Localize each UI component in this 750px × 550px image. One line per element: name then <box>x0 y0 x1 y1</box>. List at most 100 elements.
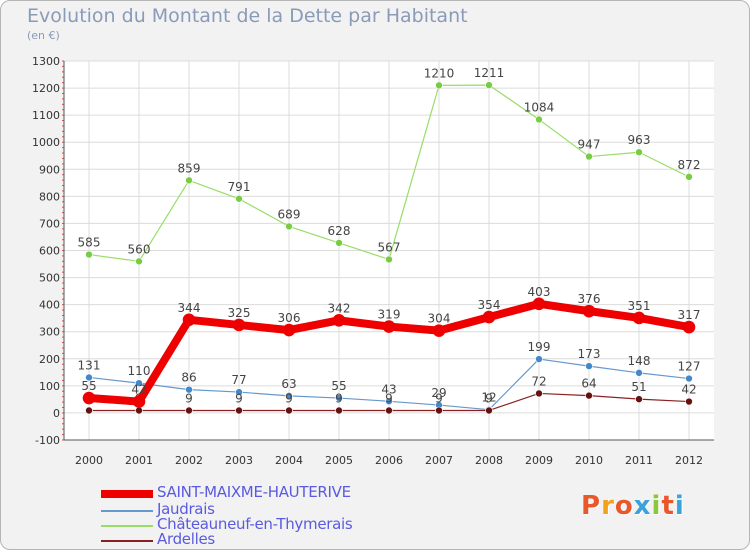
data-point-saint-maixme-hauterive <box>682 320 696 334</box>
logo-letter: o <box>614 491 634 521</box>
data-label-saint-maixme-hauterive: 306 <box>278 311 301 325</box>
y-tick-label: 600 <box>39 245 60 258</box>
data-label-jaudrais: 131 <box>78 358 101 372</box>
y-tick-label: 300 <box>39 326 60 339</box>
data-label-jaudrais: 43 <box>381 382 396 396</box>
data-point-ch-teauneuf-en-thymerais <box>685 173 693 181</box>
data-label-ch-teauneuf-en-thymerais: 963 <box>628 133 651 147</box>
x-tick-label: 2006 <box>375 454 403 467</box>
logo-letter: r <box>601 491 615 521</box>
data-point-ardelles <box>435 406 443 415</box>
proxiti-logo: Proxiti <box>581 491 685 521</box>
data-point-ardelles <box>335 406 343 415</box>
data-label-ch-teauneuf-en-thymerais: 689 <box>278 207 301 221</box>
data-label-jaudrais: 127 <box>678 360 701 374</box>
data-label-saint-maixme-hauterive: 55 <box>81 379 96 393</box>
data-point-ardelles <box>85 406 93 415</box>
data-point-jaudrais <box>635 369 643 377</box>
y-tick-label: 400 <box>39 299 60 312</box>
data-point-ardelles <box>385 406 393 415</box>
data-label-ardelles: 9 <box>185 391 193 405</box>
data-label-jaudrais: 86 <box>181 371 196 385</box>
data-label-ardelles: 9 <box>335 391 343 405</box>
y-tick-label: 200 <box>39 353 60 366</box>
legend-label: SAINT-MAIXME-HAUTERIVE <box>157 483 351 501</box>
data-label-ch-teauneuf-en-thymerais: 628 <box>328 224 351 238</box>
data-point-ch-teauneuf-en-thymerais <box>635 148 643 157</box>
y-tick-label: 800 <box>39 190 60 203</box>
data-label-saint-maixme-hauterive: 317 <box>678 308 701 322</box>
legend-swatch <box>101 510 153 512</box>
data-label-ardelles: 42 <box>681 383 696 397</box>
data-point-ardelles <box>185 406 193 415</box>
data-point-saint-maixme-hauterive <box>182 313 196 327</box>
y-tick-label: 1000 <box>32 136 60 149</box>
data-label-ch-teauneuf-en-thymerais: 1211 <box>474 66 505 80</box>
data-point-ch-teauneuf-en-thymerais <box>385 255 393 264</box>
data-label-saint-maixme-hauterive: 351 <box>628 299 651 313</box>
data-point-ardelles <box>685 397 693 406</box>
data-point-saint-maixme-hauterive <box>82 391 96 405</box>
data-label-jaudrais: 148 <box>628 354 651 368</box>
x-tick-label: 2003 <box>225 454 253 467</box>
data-label-ardelles: 9 <box>485 391 493 405</box>
data-point-ch-teauneuf-en-thymerais <box>185 176 193 185</box>
data-point-saint-maixme-hauterive <box>632 311 646 325</box>
x-tick-label: 2005 <box>325 454 353 467</box>
data-point-jaudrais <box>135 379 143 387</box>
x-tick-label: 2010 <box>575 454 603 467</box>
data-point-ardelles <box>235 406 243 415</box>
y-tick-label: 1200 <box>32 82 60 95</box>
x-tick-label: 2002 <box>175 454 203 467</box>
data-point-jaudrais <box>185 385 193 394</box>
data-label-ch-teauneuf-en-thymerais: 1210 <box>424 66 455 80</box>
data-label-ardelles: 9 <box>285 391 293 405</box>
data-label-ardelles: 9 <box>435 391 443 405</box>
x-tick-label: 2004 <box>275 454 303 467</box>
y-tick-label: 0 <box>53 407 60 420</box>
data-label-ch-teauneuf-en-thymerais: 560 <box>128 242 151 256</box>
data-label-ardelles: 51 <box>631 380 646 394</box>
data-point-saint-maixme-hauterive <box>232 318 246 332</box>
data-point-ch-teauneuf-en-thymerais <box>285 222 293 231</box>
legend-label: Ardelles <box>157 530 215 548</box>
x-tick-label: 2000 <box>75 454 103 467</box>
x-tick-label: 2007 <box>425 454 453 467</box>
data-point-saint-maixme-hauterive <box>332 314 346 327</box>
data-point-ardelles <box>135 406 143 415</box>
x-tick-label: 2011 <box>625 454 653 467</box>
logo-letter: i <box>674 491 685 521</box>
y-tick-label: -100 <box>35 434 60 447</box>
legend-label: Jaudrais <box>157 500 215 518</box>
data-label-jaudrais: 55 <box>331 379 346 393</box>
data-point-jaudrais <box>85 373 93 382</box>
data-label-ch-teauneuf-en-thymerais: 1084 <box>524 100 555 114</box>
data-point-ch-teauneuf-en-thymerais <box>585 152 593 161</box>
data-point-saint-maixme-hauterive <box>382 320 396 333</box>
legend-label: Châteauneuf-en-Thymerais <box>157 515 353 533</box>
data-point-jaudrais <box>335 394 343 402</box>
x-tick-label: 2009 <box>525 454 553 467</box>
data-point-saint-maixme-hauterive <box>432 324 446 337</box>
y-tick-label: 1100 <box>32 109 60 122</box>
data-label-saint-maixme-hauterive: 325 <box>228 306 251 320</box>
data-label-ch-teauneuf-en-thymerais: 947 <box>578 138 601 152</box>
data-label-jaudrais: 63 <box>281 377 296 391</box>
data-point-saint-maixme-hauterive <box>482 310 496 324</box>
data-label-jaudrais: 110 <box>128 364 151 378</box>
data-point-ardelles <box>535 389 543 398</box>
x-tick-label: 2001 <box>125 454 153 467</box>
data-label-ch-teauneuf-en-thymerais: 791 <box>228 180 251 194</box>
data-point-ch-teauneuf-en-thymerais <box>135 257 143 266</box>
data-point-jaudrais <box>535 355 543 363</box>
y-tick-label: 700 <box>39 217 60 230</box>
x-tick-label: 2012 <box>675 454 703 467</box>
logo-letter: P <box>581 491 602 521</box>
data-label-ardelles: 64 <box>581 377 596 391</box>
data-label-saint-maixme-hauterive: 319 <box>378 308 401 322</box>
data-point-saint-maixme-hauterive <box>132 395 146 408</box>
data-point-jaudrais <box>585 362 593 370</box>
data-label-ardelles: 9 <box>235 391 243 405</box>
data-label-jaudrais: 77 <box>231 373 246 387</box>
